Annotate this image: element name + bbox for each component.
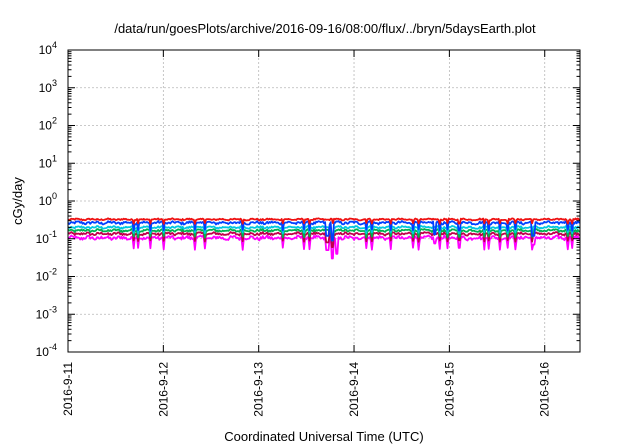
- y-tick-label: 104: [39, 40, 57, 57]
- y-tick-labels: 10-4 10-3 10-2 10-1 100 101 102 103 104: [36, 40, 57, 359]
- y-tick-label: 103: [39, 78, 57, 95]
- x-tick-label: 2016-9-16: [538, 362, 552, 417]
- y-tick-label: 101: [39, 153, 57, 170]
- y-tick-label: 10-2: [36, 267, 57, 284]
- x-tick-label: 2016-9-11: [61, 362, 75, 416]
- x-tick-label: 2016-9-13: [252, 362, 266, 417]
- series-line: [67, 231, 581, 249]
- chart-title: /data/run/goesPlots/archive/2016-09-16/0…: [114, 21, 536, 36]
- y-tick-label: 102: [39, 116, 57, 133]
- y-tick-label: 100: [39, 191, 57, 208]
- y-tick-label: 10-1: [36, 229, 57, 246]
- series-line: [67, 234, 581, 260]
- y-tick-label: 10-4: [36, 342, 57, 359]
- x-tick-label: 2016-9-14: [347, 362, 361, 417]
- x-tick-labels: 2016-9-11 2016-9-12 2016-9-13 2016-9-14 2016…: [61, 362, 552, 417]
- series-line: [67, 227, 581, 242]
- series-line: [67, 217, 581, 225]
- grid: [68, 50, 580, 352]
- x-axis-label: Coordinated Universal Time (UTC): [224, 429, 423, 444]
- x-tick-label: 2016-9-15: [442, 362, 456, 417]
- series-line: [67, 220, 581, 242]
- axis-ticks: [67, 49, 580, 353]
- series-group: [67, 217, 581, 260]
- x-tick-label: 2016-9-12: [156, 362, 170, 417]
- series-line: [67, 224, 581, 239]
- y-tick-label: 10-3: [36, 304, 57, 321]
- y-axis-label: cGy/day: [10, 177, 25, 225]
